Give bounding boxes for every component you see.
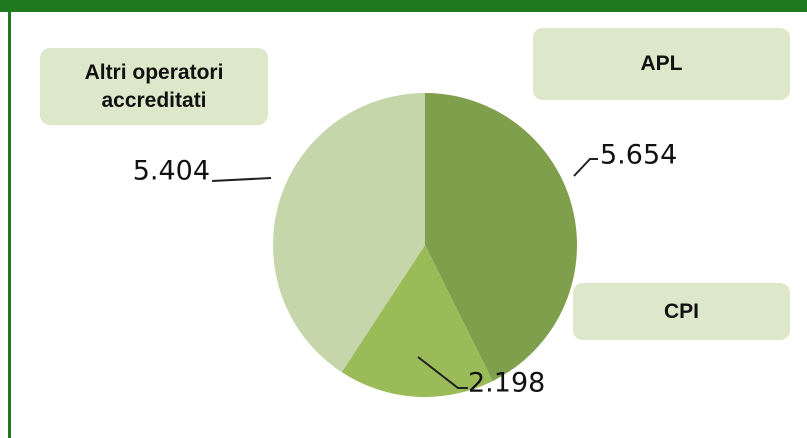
leader-line bbox=[417, 356, 468, 389]
leader-line bbox=[573, 158, 598, 177]
category-label: APL bbox=[533, 28, 790, 100]
category-label: Altri operatori accreditati bbox=[40, 48, 268, 125]
category-label: CPI bbox=[573, 283, 790, 340]
left-border bbox=[8, 12, 11, 438]
value-label: 5.654 bbox=[600, 140, 677, 171]
pie-slice bbox=[273, 93, 425, 373]
value-label: 2.198 bbox=[468, 368, 545, 399]
top-band bbox=[0, 0, 807, 12]
pie-slice bbox=[341, 245, 493, 397]
pie-slice bbox=[425, 93, 577, 382]
value-label: 5.404 bbox=[133, 156, 210, 187]
leader-line bbox=[211, 177, 272, 182]
